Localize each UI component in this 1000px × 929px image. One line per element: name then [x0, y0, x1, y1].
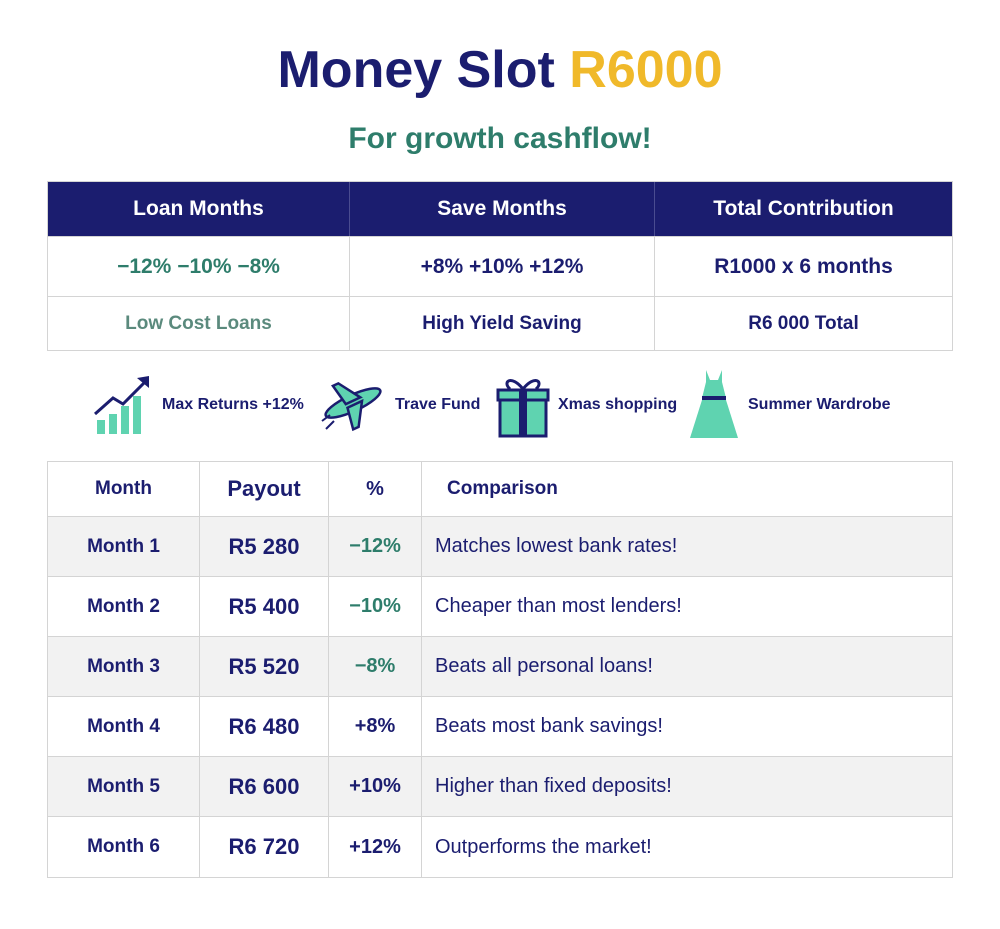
table-cell: R6 720 — [200, 817, 329, 877]
growth-icon — [94, 376, 149, 434]
table-cell: −12% −10% −8% — [48, 237, 350, 296]
table-cell: R5 520 — [200, 637, 329, 696]
gift-icon — [496, 379, 550, 438]
plane-icon — [321, 381, 382, 432]
column-header: Month — [48, 462, 200, 516]
table-cell: R6 600 — [200, 757, 329, 816]
table-cell: Month 6 — [48, 817, 200, 877]
table-cell: High Yield Saving — [350, 297, 655, 350]
column-header: Payout — [200, 462, 329, 516]
table-cell: R5 400 — [200, 577, 329, 636]
dress-icon — [690, 370, 738, 438]
table-cell: R6 480 — [200, 697, 329, 756]
title-text: Money Slot — [277, 41, 555, 99]
feature-label: Trave Fund — [395, 396, 481, 413]
table-cell: Higher than fixed deposits! — [435, 775, 672, 797]
column-header: Comparison — [447, 478, 558, 499]
table-cell: R6 000 Total — [748, 312, 859, 334]
subtitle: For growth cashflow! — [348, 122, 652, 155]
table-cell: Beats most bank savings! — [435, 715, 663, 737]
table-cell: Month 1 — [48, 517, 200, 576]
table-cell: R1000 x 6 months — [714, 254, 893, 278]
table-cell: Month 3 — [48, 637, 200, 696]
column-header: Loan Months — [48, 182, 350, 236]
header-row: Month Payout% Comparison — [48, 462, 952, 517]
table-cell: −10% — [329, 577, 422, 636]
table-row: Month 3 R5 520 −8% Beats all personal loans… — [48, 637, 952, 697]
table-cell: Month 4 — [48, 697, 200, 756]
table-cell: −8% — [329, 637, 422, 696]
feature-label: Xmas shopping — [558, 396, 678, 413]
table-cell: −12% — [329, 517, 422, 576]
table-cell: Cheaper than most lenders! — [435, 595, 682, 617]
table-row: Month 4 R6 480 +8% Beats most bank savings! — [48, 697, 952, 757]
feature-label: Max Returns +12% — [162, 396, 304, 413]
table-cell: Month 5 — [48, 757, 200, 816]
table-cell: Beats all personal loans! — [435, 655, 653, 677]
table-row: Month 6 R6 720 +12% Outperforms the market! — [48, 817, 952, 877]
table-cell: Month 2 — [48, 577, 200, 636]
title: Money Slot R6000 — [0, 40, 1000, 100]
header-row: Loan Months Save Months Total Contribution — [48, 182, 952, 237]
table-cell: Outperforms the market! — [435, 835, 652, 858]
table-row: Month 5 R6 600 +10% Higher than fixed depos… — [48, 757, 952, 817]
table-row: Month 1 R5 280 −12% Matches lowest bank rat… — [48, 517, 952, 577]
title-amount: R6000 — [569, 41, 723, 99]
table-cell: +8% +10% +12% — [350, 237, 655, 296]
feature-label: Summer Wardrobe — [748, 396, 891, 413]
column-header: % — [329, 462, 422, 516]
table-cell: +12% — [329, 817, 422, 877]
summary-table: Loan Months Save Months Total Contribution… — [47, 181, 953, 351]
table-row: −12% −10% −8% +8% +10% +12% R1000 x 6 mont… — [48, 237, 952, 297]
table-cell: +8% — [329, 697, 422, 756]
table-row: Month 2 R5 400 −10% Cheaper than most lende… — [48, 577, 952, 637]
column-header: Total Contribution — [713, 197, 894, 220]
column-header: Save Months — [350, 182, 655, 236]
table-cell: Low Cost Loans — [48, 297, 350, 350]
payout-table: Month Payout% Comparison Month 1 R5 280 −12% M… — [47, 461, 953, 878]
table-cell: +10% — [329, 757, 422, 816]
table-row: Low Cost Loans High Yield Saving R6 000 To… — [48, 297, 952, 350]
table-cell: Matches lowest bank rates! — [435, 535, 678, 557]
table-cell: R5 280 — [200, 517, 329, 576]
